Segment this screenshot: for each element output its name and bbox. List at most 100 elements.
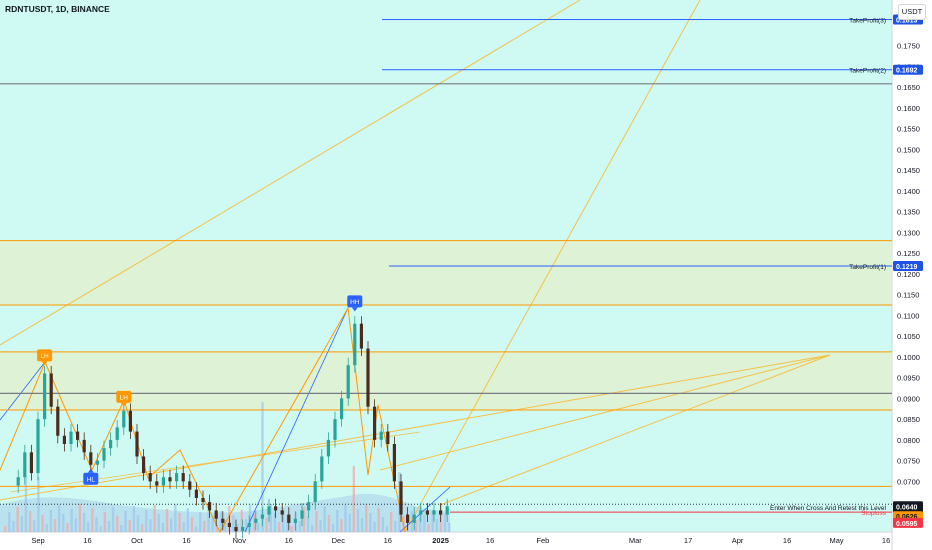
candle-body	[307, 502, 311, 511]
volume-bar	[178, 513, 181, 532]
volume-bar	[315, 511, 318, 532]
stoploss-label: Stoploss	[861, 510, 887, 517]
candle-body	[260, 514, 264, 519]
volume-bar	[265, 518, 268, 532]
x-tick-label: 16	[285, 536, 293, 545]
take-profit-tag-1-text: 0.1219	[896, 264, 918, 271]
trend-line-long-6	[9, 431, 421, 493]
pivot-pointer	[120, 402, 127, 407]
candle-body	[148, 473, 152, 482]
candle-body	[373, 406, 377, 440]
candle-body	[241, 527, 245, 532]
take-profit-tag-3-text: 0.1813	[896, 18, 918, 25]
candle-body	[234, 527, 238, 532]
volume-bar	[28, 511, 32, 532]
take-profit-tag-2-box	[893, 64, 923, 75]
take-profit-label: TakeProfit(3)	[849, 18, 886, 25]
candle-body	[36, 419, 40, 474]
trend-line-long-3	[0, 354, 831, 501]
volume-bar	[302, 507, 306, 532]
y-tick-label: 0.1200	[897, 270, 920, 279]
volume-bar	[269, 504, 272, 532]
volume-bar	[107, 521, 111, 532]
volume-bar	[448, 523, 451, 532]
candle-body	[399, 481, 403, 515]
candle-body	[300, 510, 304, 519]
volume-bar	[427, 524, 430, 532]
volume-bar	[211, 516, 214, 532]
volume-bar	[381, 517, 385, 532]
candle-body	[320, 456, 324, 482]
volume-bar	[394, 521, 397, 532]
volume-bar	[66, 523, 69, 532]
take-profit-label: TakeProfit(1)	[849, 264, 886, 271]
pivot-label: LH	[120, 394, 129, 401]
candle-body	[353, 323, 357, 366]
currency-button[interactable]: USDT	[898, 4, 926, 20]
volume-bar	[165, 509, 169, 532]
volume-layer	[0, 402, 451, 532]
volume-bar	[352, 466, 355, 532]
stoploss-price-tag-text: 0.0626	[896, 514, 918, 521]
x-tick-label: 2025	[432, 536, 449, 545]
volume-bar	[116, 516, 119, 532]
volume-bar	[336, 510, 339, 532]
volume-bar	[207, 507, 210, 532]
candle-body	[109, 439, 113, 449]
volume-bar	[161, 523, 165, 532]
volume-bar	[203, 521, 206, 532]
candles-layer	[16, 316, 449, 539]
candle-body	[419, 510, 423, 515]
x-tick-label: Apr	[732, 536, 744, 545]
volume-bar	[199, 512, 202, 532]
volume-bar	[240, 510, 243, 532]
y-tick-label: 0.1000	[897, 353, 920, 362]
y-tick-label: 0.0950	[897, 374, 920, 383]
x-tick-label: 16	[882, 536, 890, 545]
candle-body	[214, 510, 218, 519]
volume-bar	[385, 526, 389, 532]
take-profit-tag-1-box	[893, 261, 923, 271]
candle-body	[29, 452, 33, 474]
y-tick-label: 0.1600	[897, 104, 920, 113]
candle-body	[359, 323, 363, 349]
volume-bar	[377, 508, 380, 532]
candle-body	[188, 481, 192, 490]
candle-body	[168, 477, 172, 482]
volume-bar	[248, 505, 252, 532]
y-tick-label: 0.0850	[897, 415, 920, 424]
x-tick-label: 16	[486, 536, 494, 545]
volume-bar	[389, 512, 393, 532]
candle-body	[406, 514, 410, 523]
volume-bar	[174, 504, 177, 532]
price-tags-layer: 0.18130.16920.12190.064019:03:070.06260.…	[893, 14, 923, 528]
y-axis-background	[892, 0, 932, 550]
candle-body	[142, 456, 146, 474]
candle-body	[432, 510, 436, 515]
volume-bar	[319, 520, 322, 532]
x-axis: Sep 16 Oct 16 Nov 16 Dec 16 2025 16 Feb Mar 17 Apr 16 M…	[31, 536, 890, 545]
pivot-pointer	[41, 361, 48, 366]
y-tick-label: 0.1250	[897, 249, 920, 258]
candle-body	[43, 373, 47, 420]
candle-body	[95, 460, 99, 465]
trend-line-long-1	[0, 0, 581, 346]
x-tick-label: Nov	[233, 536, 247, 545]
volume-bar	[170, 518, 173, 532]
x-tick-label: Sep	[31, 536, 44, 545]
volume-bar	[49, 510, 53, 532]
x-tick-label: May	[830, 536, 844, 545]
candle-body	[247, 522, 251, 528]
candle-body	[56, 406, 60, 436]
volume-bar	[182, 522, 185, 532]
volume-bar	[95, 517, 98, 532]
volume-bar	[423, 515, 426, 532]
volume-bar	[62, 514, 65, 532]
x-axis-background	[0, 532, 892, 550]
y-tick-label: 0.1650	[897, 83, 920, 92]
volume-bar	[78, 504, 82, 532]
candle-body	[76, 431, 80, 440]
volume-bar	[45, 524, 48, 532]
volume-bar	[373, 522, 376, 532]
